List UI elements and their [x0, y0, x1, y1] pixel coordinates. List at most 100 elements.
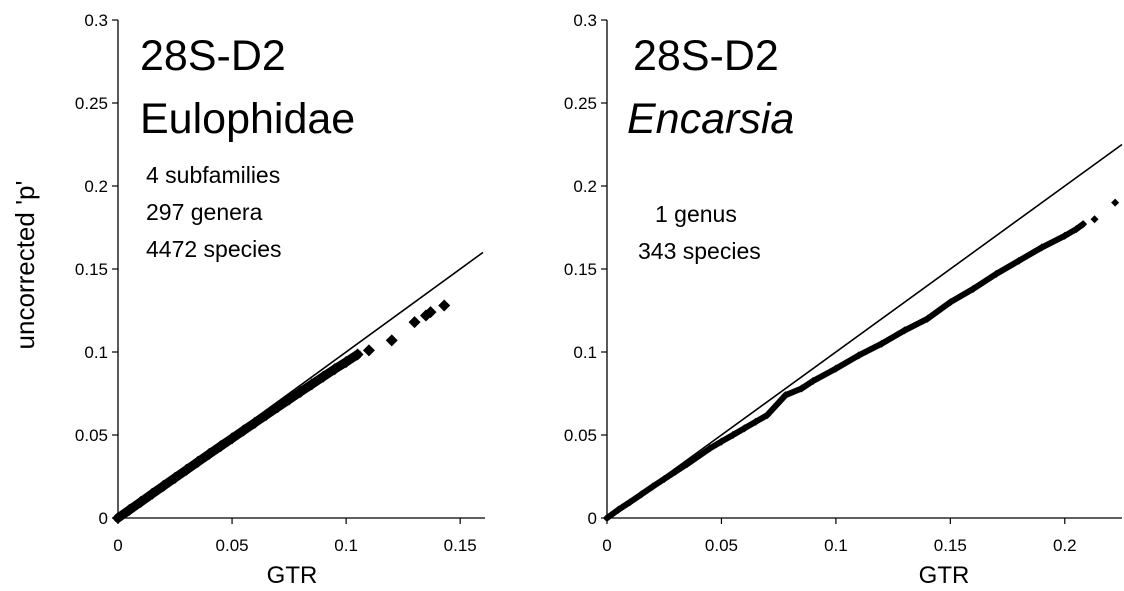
data-point [328, 363, 341, 376]
y-tick-label: 0.25 [75, 94, 108, 113]
data-point [671, 467, 680, 476]
y-tick-label: 0.3 [573, 11, 597, 30]
y-tick-label: 0 [588, 509, 597, 528]
x-ticks: 0 0.05 0.1 0.15 0.2 [602, 518, 1077, 555]
data-point [305, 378, 318, 391]
data-points [112, 299, 451, 524]
y-tick-label: 0.1 [573, 343, 597, 362]
data-point [751, 417, 760, 426]
data-point [831, 364, 840, 373]
data-point [717, 437, 726, 446]
y-tick-label: 0.15 [75, 260, 108, 279]
y-tick-label: 0.1 [84, 343, 108, 362]
y-tick-label: 0.25 [564, 94, 597, 113]
y-ticks: 0 0.05 0.1 0.15 0.2 0.25 0.3 [564, 11, 607, 528]
annotation-species: 4472 species [146, 236, 282, 262]
data-point [362, 344, 375, 357]
data-point [385, 334, 398, 347]
data-point [648, 482, 657, 491]
data-point [214, 440, 227, 453]
annotation-genera: 297 genera [146, 199, 263, 225]
data-point [1037, 243, 1046, 252]
chart-subtitle: Encarsia [627, 95, 794, 143]
x-axis-label: GTR [919, 562, 970, 589]
reference-line [606, 143, 1123, 519]
data-point [763, 411, 772, 420]
y-tick-label: 0.05 [75, 426, 108, 445]
data-point [260, 408, 273, 421]
data-point [123, 503, 136, 516]
x-axis-label: GTR [267, 562, 318, 589]
data-point [625, 498, 634, 507]
data-point [112, 512, 124, 524]
annotation-subfamilies: 4 subfamilies [146, 162, 280, 188]
data-point [180, 463, 193, 476]
x-tick-label: 0.1 [334, 536, 358, 555]
data-point [781, 391, 790, 400]
annotation-genus: 1 genus [655, 201, 737, 227]
panel-encarsia: 0 0.05 0.1 0.15 0.2 0.25 0.3 0 0.05 0.1 0.15 0.2 2… [564, 11, 1123, 589]
y-tick-label: 0.2 [84, 177, 108, 196]
x-tick-label: 0.05 [705, 536, 738, 555]
data-point [637, 490, 646, 499]
data-point [317, 370, 330, 383]
data-point [424, 306, 437, 319]
data-point [271, 401, 284, 414]
chart-title: 28S-D2 [633, 32, 779, 80]
x-tick-label: 0.15 [444, 536, 477, 555]
data-point [169, 471, 182, 484]
data-point [992, 269, 1001, 278]
data-point [294, 385, 307, 398]
data-point [740, 424, 749, 433]
data-point [438, 299, 451, 312]
y-tick-label: 0.05 [564, 426, 597, 445]
data-point [923, 314, 932, 323]
data-point [157, 479, 170, 492]
data-point [248, 416, 261, 429]
data-point [1079, 220, 1088, 229]
x-tick-label: 0.2 [1053, 536, 1077, 555]
x-tick-label: 0.1 [824, 536, 848, 555]
data-point [797, 384, 806, 393]
y-tick-label: 0.3 [84, 11, 108, 30]
panel-eulophidae: 0 0.05 0.1 0.15 0.2 0.25 0.3 0 0.05 0.1 0.15 28S-… [10, 11, 485, 589]
data-point [408, 316, 421, 329]
data-point [351, 348, 364, 361]
series-band [604, 221, 1087, 521]
chart-title: 28S-D2 [140, 32, 286, 80]
data-point [900, 326, 909, 335]
y-tick-label: 0.2 [573, 177, 597, 196]
data-point [969, 284, 978, 293]
data-point [660, 474, 669, 483]
data-point [877, 339, 886, 348]
data-point [191, 455, 204, 468]
data-point [283, 393, 296, 406]
chart-subtitle: Eulophidae [140, 95, 355, 143]
data-point [614, 505, 623, 514]
data-point [203, 447, 216, 460]
data-point [340, 355, 353, 368]
x-tick-label: 0.15 [934, 536, 967, 555]
data-point [1111, 198, 1120, 207]
y-tick-label: 0 [99, 509, 108, 528]
data-point [946, 298, 955, 307]
data-point [809, 377, 817, 386]
annotation-species: 343 species [638, 238, 761, 264]
data-point [1015, 256, 1023, 265]
x-tick-label: 0 [602, 536, 611, 555]
data-point [603, 514, 611, 522]
data-point [728, 431, 737, 439]
x-tick-label: 0.05 [216, 536, 249, 555]
data-points [603, 198, 1120, 522]
y-tick-label: 0.15 [564, 260, 597, 279]
series-band [113, 350, 362, 523]
data-point [706, 444, 714, 453]
data-point [237, 424, 250, 437]
data-point [854, 351, 863, 360]
y-axis-label: uncorrected 'p' [10, 181, 40, 350]
data-point [1060, 231, 1069, 240]
data-point [1072, 225, 1081, 234]
x-ticks: 0 0.05 0.1 0.15 [113, 518, 477, 555]
y-ticks: 0 0.05 0.1 0.15 0.2 0.25 0.3 [75, 11, 118, 528]
